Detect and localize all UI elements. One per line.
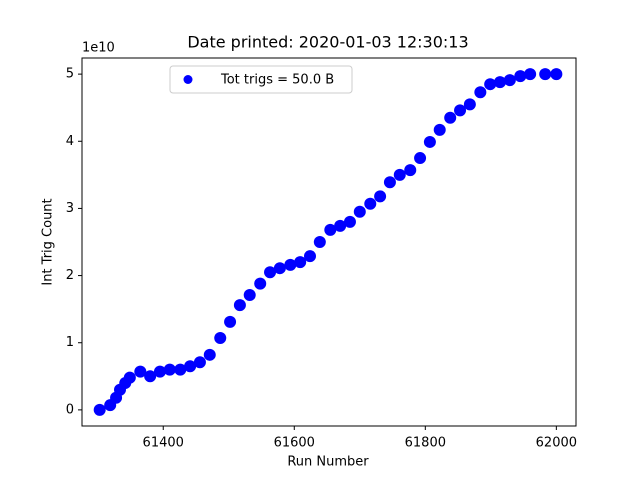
data-point [294,256,307,269]
y-offset-label: 1e10 [82,41,115,56]
y-tick-label: 5 [66,67,74,82]
y-tick-label: 3 [66,201,74,216]
data-point [454,104,467,117]
data-point [324,223,337,236]
x-tick-label: 61400 [143,436,184,451]
data-point [343,215,356,228]
legend-box [169,65,353,94]
data-point [203,348,216,361]
data-point [423,135,436,148]
y-tick-label: 4 [66,134,74,149]
data-point [463,98,476,111]
x-tick-label: 62000 [536,436,577,451]
data-point [383,176,396,189]
y-tick-label: 0 [66,402,74,417]
data-point [254,277,267,290]
data-point [393,168,406,181]
data-point [514,70,527,83]
data-point [163,363,176,376]
y-tick-label: 1 [66,335,74,350]
data-point [484,78,497,91]
data-point [503,74,516,87]
x-axis-label: Run Number [287,455,369,470]
data-point [174,363,187,376]
plot-frame [81,57,577,427]
data-point [193,356,206,369]
data-point [224,315,237,328]
legend-marker [183,75,193,84]
data-point [273,262,286,275]
data-point [353,205,366,218]
data-point [313,236,326,248]
data-point [264,266,277,279]
legend-label: Tot trigs = 50.0 B [220,73,334,88]
data-point [414,152,427,165]
data-point [134,365,147,378]
data-point [233,299,246,312]
data-point [539,68,552,81]
data-point [284,258,297,271]
data-point [243,289,256,302]
data-point [304,250,316,263]
x-tick-label: 61800 [405,436,446,451]
y-axis-label: Int Trig Count [41,198,56,285]
data-point [144,370,157,383]
data-point [404,164,417,177]
data-point [93,403,106,416]
data-point [123,371,136,384]
data-point [474,86,487,99]
x-tick-label: 61600 [274,436,315,451]
data-point [550,68,563,81]
data-point [364,197,377,210]
data-point [374,190,387,203]
data-point [334,219,347,232]
data-point [214,332,227,345]
data-point [494,76,506,89]
chart-title: Date printed: 2020-01-03 12:30:13 [187,33,468,52]
data-point [524,68,537,81]
data-point [153,365,166,378]
data-point [444,111,457,124]
data-point [184,360,197,373]
y-tick-label: 2 [66,268,74,283]
data-point [433,123,446,136]
